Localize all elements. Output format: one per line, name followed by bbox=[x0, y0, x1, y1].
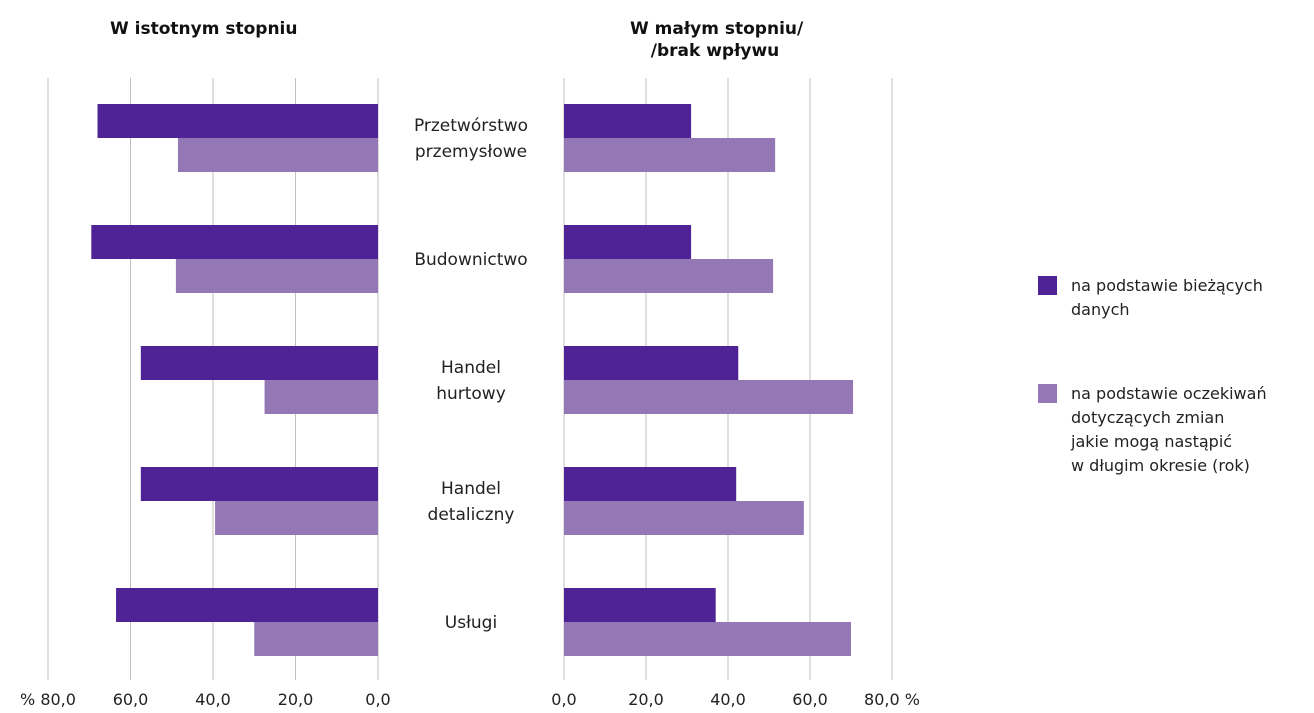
category-label-0-1: przemysłowe bbox=[415, 142, 527, 162]
right-tick-label-4: 80,0 % bbox=[864, 690, 920, 709]
right-bar-current-4 bbox=[564, 588, 716, 622]
left-bar-current-4 bbox=[116, 588, 378, 622]
right-panel-title-line-2: /brak wpływu bbox=[650, 41, 780, 61]
right-bar-current-2 bbox=[564, 346, 739, 380]
right-bar-expected-1 bbox=[564, 259, 774, 293]
chart-canvas: % 80,0 60,0 40,0 20,0 0,0 0,0 20,0 40,0 60,0 80,0… bbox=[20, 78, 920, 709]
left-bar-current-1 bbox=[91, 225, 378, 259]
left-tick-label-1: 60,0 bbox=[113, 690, 149, 709]
right-bar-expected-2 bbox=[564, 380, 854, 414]
right-tick-label-2: 40,0 bbox=[710, 690, 746, 709]
right-bar-expected-3 bbox=[564, 501, 804, 535]
right-tick-label-0: 0,0 bbox=[551, 690, 576, 709]
category-label-3-1: detaliczny bbox=[428, 505, 515, 525]
right-bar-current-3 bbox=[564, 467, 737, 501]
left-tick-label-2: 40,0 bbox=[195, 690, 231, 709]
left-panel-title: W istotnym stopniu bbox=[110, 19, 298, 39]
right-bar-current-1 bbox=[564, 225, 692, 259]
legend-label-current: na podstawie bieżących danych bbox=[1071, 276, 1263, 319]
left-bar-expected-4 bbox=[254, 622, 378, 656]
left-bar-expected-0 bbox=[177, 138, 378, 172]
right-bar-current-0 bbox=[564, 104, 692, 138]
category-label-0-0: Przetwórstwo bbox=[414, 116, 528, 136]
legend-swatch-current bbox=[1038, 276, 1057, 295]
left-bar-expected-1 bbox=[175, 259, 378, 293]
left-tick-label-0: % 80,0 bbox=[20, 690, 76, 709]
category-label-2-0: Handel bbox=[441, 358, 501, 378]
right-tick-label-1: 20,0 bbox=[628, 690, 664, 709]
left-tick-label-4: 0,0 bbox=[365, 690, 390, 709]
left-tick-label-3: 20,0 bbox=[278, 690, 314, 709]
right-bar-expected-0 bbox=[564, 138, 776, 172]
legend-swatch-expected bbox=[1038, 384, 1057, 403]
right-panel-title: W małym stopniu/ /brak wpływu bbox=[630, 18, 804, 62]
category-label-4-0: Usługi bbox=[445, 613, 497, 633]
right-bar-expected-4 bbox=[564, 622, 851, 656]
left-bar-expected-3 bbox=[215, 501, 378, 535]
legend-label-expected: na podstawie oczekiwań dotyczących zmian… bbox=[1071, 384, 1267, 475]
left-bar-current-0 bbox=[97, 104, 378, 138]
left-bar-current-2 bbox=[140, 346, 378, 380]
category-label-1-0: Budownictwo bbox=[414, 250, 527, 270]
right-panel-title-line-1: W małym stopniu/ bbox=[630, 19, 804, 39]
left-bar-current-3 bbox=[140, 467, 378, 501]
left-bar-expected-2 bbox=[264, 380, 378, 414]
right-tick-label-3: 60,0 bbox=[792, 690, 828, 709]
category-label-2-1: hurtowy bbox=[436, 384, 506, 404]
category-label-3-0: Handel bbox=[441, 479, 501, 499]
